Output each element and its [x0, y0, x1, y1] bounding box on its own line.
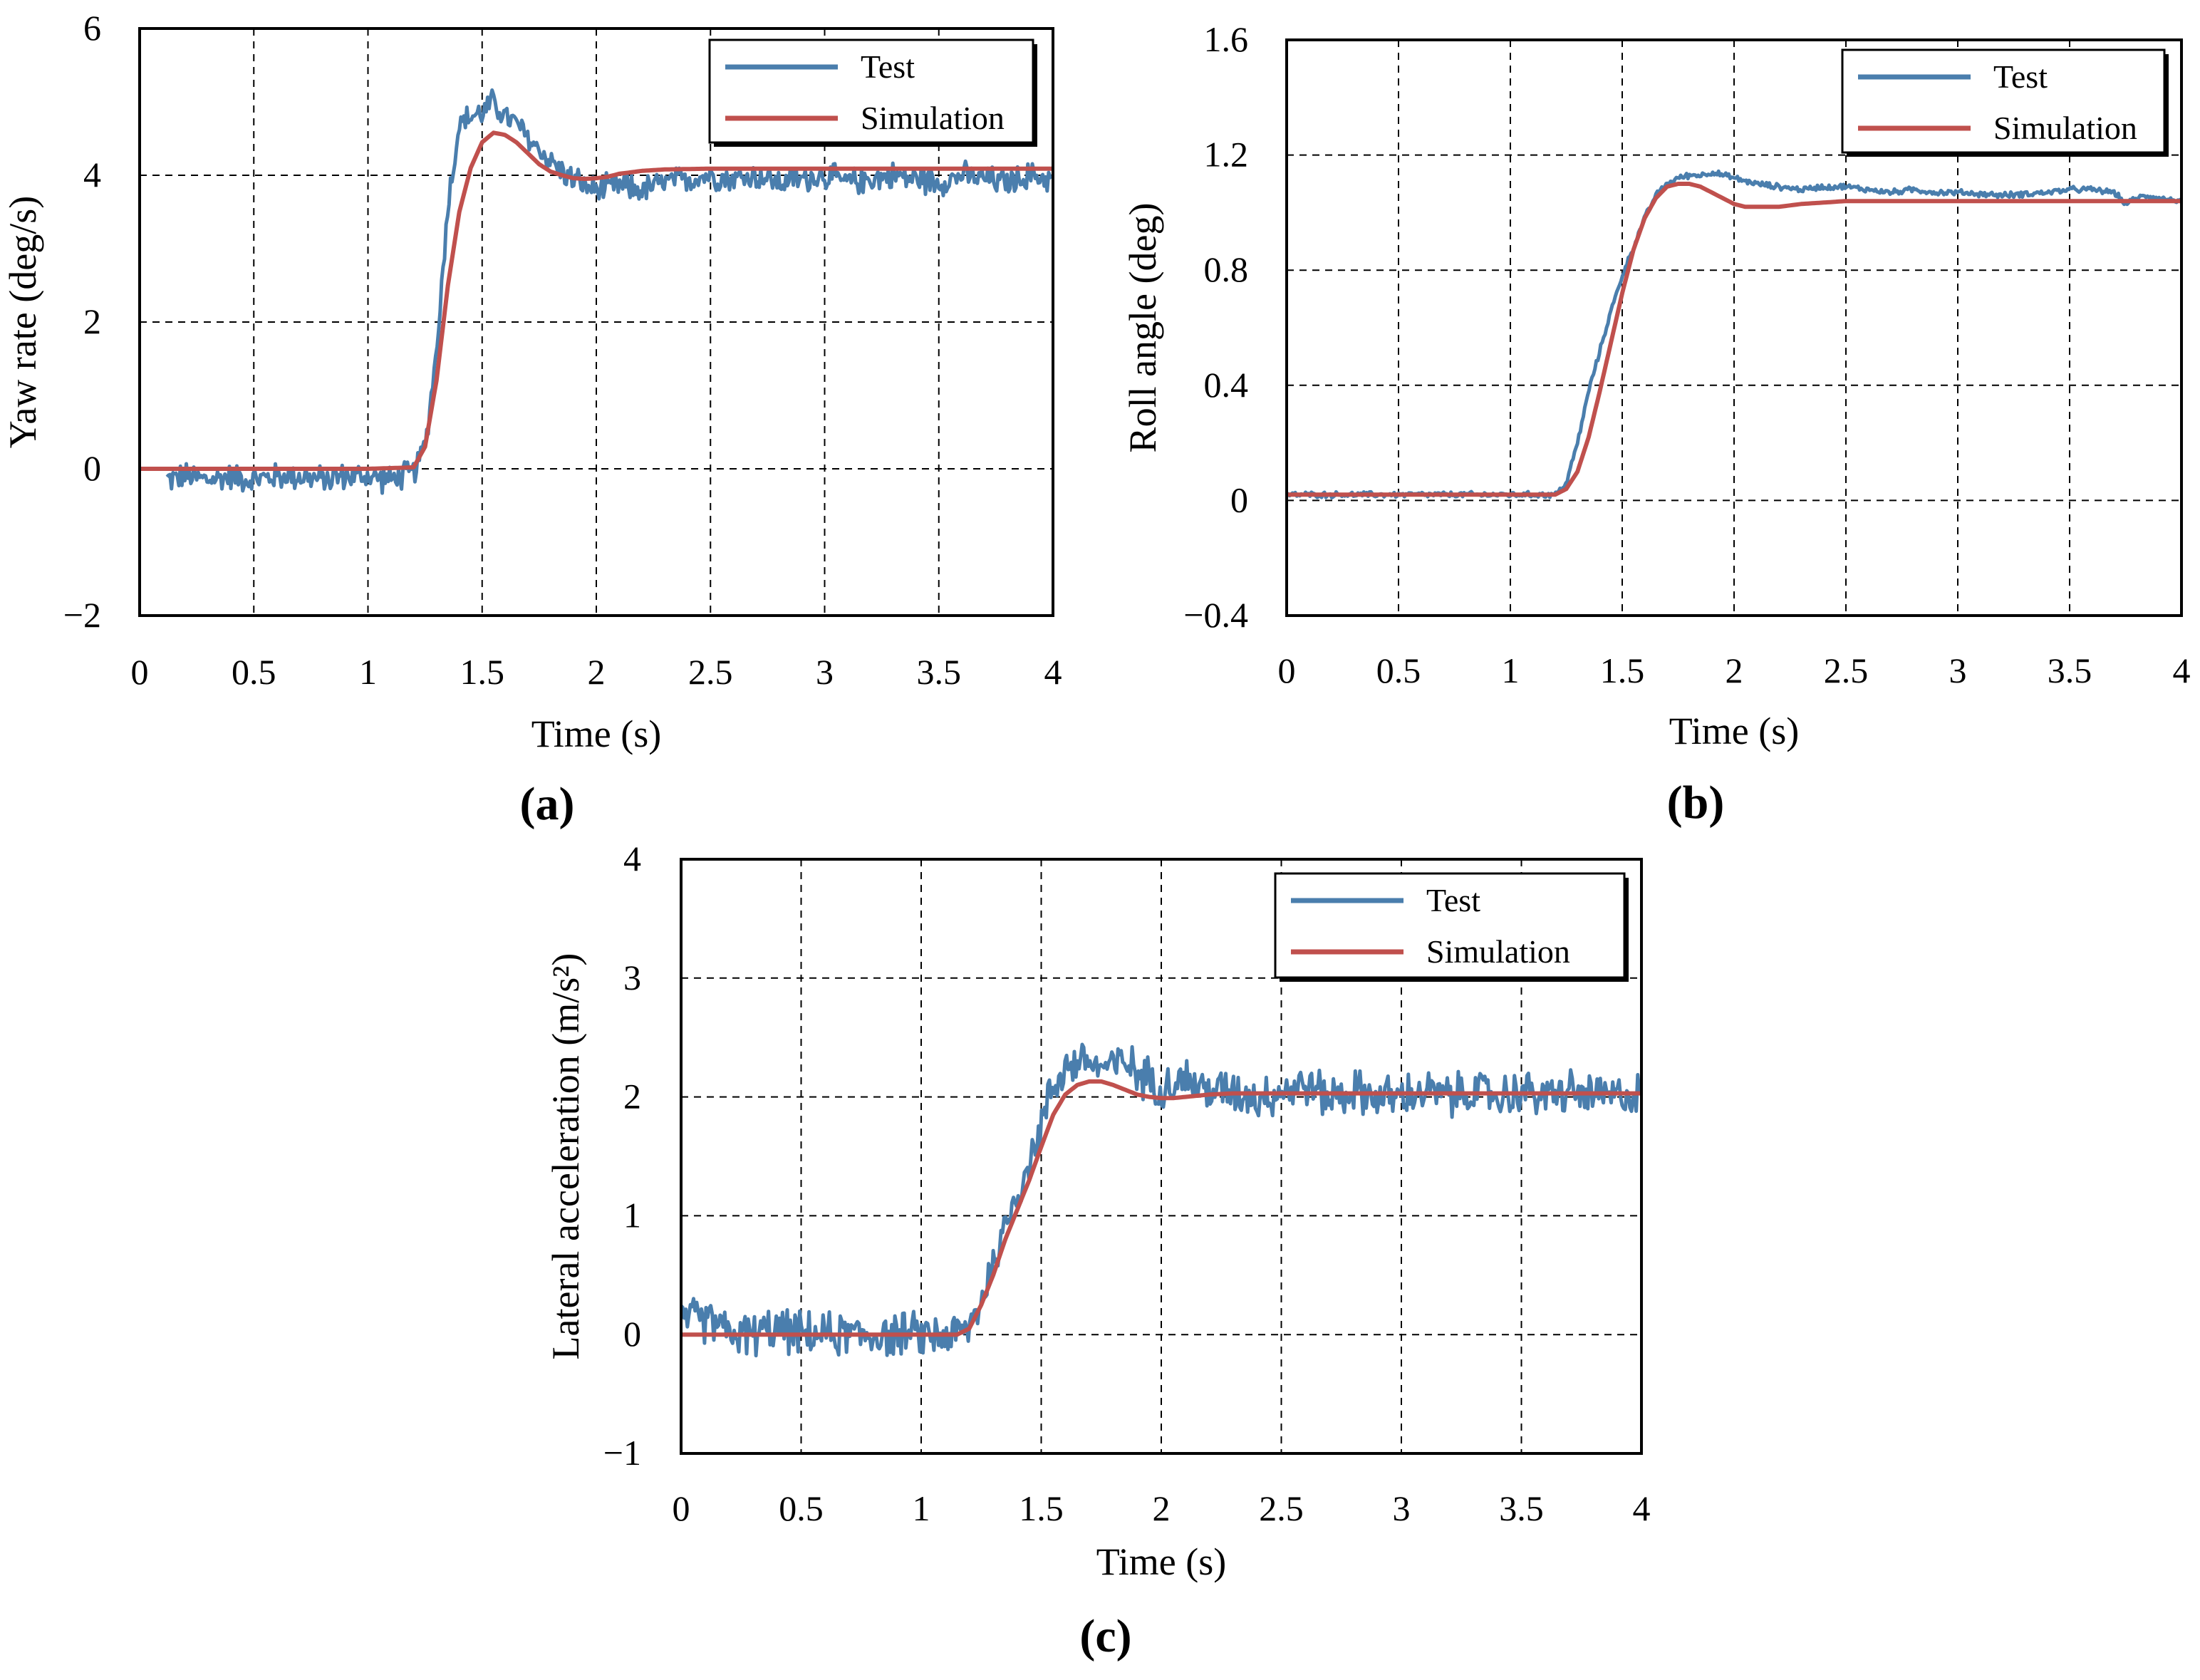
x-tick-label: 3.5 — [2048, 650, 2092, 690]
chart-panel-a: 0 0.5 1 1.5 2 2.5 3 3.5 4 −2 0 2 4 6 Time (s) Yaw rate … — [1, 8, 1062, 830]
x-tick-label: 2 — [588, 652, 606, 692]
series-line-simulation — [140, 130, 1053, 471]
x-tick-label: 2 — [1726, 650, 1743, 690]
plot-frame — [680, 858, 1643, 1455]
legend-label-simulation: Simulation — [1993, 110, 2137, 146]
y-tick-label: 0 — [1230, 479, 1248, 519]
x-tick-label: 1.5 — [1019, 1488, 1064, 1528]
x-tick-label: 1.5 — [460, 652, 505, 692]
chart-panel-c: 0 0.5 1 1.5 2 2.5 3 3.5 4 −1 0 1 2 3 4 Time (s) Lateral … — [544, 839, 1651, 1662]
y-tick-label: −2 — [63, 595, 101, 635]
x-tick-label: 2.5 — [1824, 650, 1869, 690]
x-tick-label: 0.5 — [1376, 650, 1421, 690]
x-tick-label: 3.5 — [1499, 1488, 1544, 1528]
y-axis-label: Lateral acceleration (m/s²) — [544, 953, 587, 1360]
y-tick-label: 4 — [83, 155, 101, 195]
y-tick-label: 0.8 — [1204, 249, 1249, 289]
x-axis-label: Time (s) — [531, 712, 662, 755]
series-line-simulation — [1287, 182, 2181, 497]
y-tick-label: 1.6 — [1204, 19, 1249, 59]
x-tick-label: 3.5 — [917, 652, 962, 692]
y-tick-label: 0.4 — [1204, 365, 1249, 405]
x-tick-label: 2.5 — [688, 652, 733, 692]
y-tick-label: −0.4 — [1183, 595, 1248, 635]
legend-label-test: Test — [1426, 882, 1480, 918]
x-tick-label: 1 — [359, 652, 377, 692]
y-tick-label: 3 — [623, 958, 641, 997]
series-line-simulation — [681, 1079, 1641, 1337]
legend-label-simulation: Simulation — [861, 100, 1005, 136]
legend-box — [708, 38, 1034, 144]
x-tick-label: 2.5 — [1259, 1488, 1304, 1528]
y-axis-label: Roll angle (deg) — [1121, 203, 1164, 453]
x-tick-label: 1 — [1502, 650, 1520, 690]
x-tick-label: 4 — [1633, 1488, 1651, 1528]
x-tick-label: 0.5 — [232, 652, 276, 692]
legend-box — [1274, 872, 1626, 979]
y-axis-label: Yaw rate (deg/s) — [1, 196, 44, 448]
y-tick-label: −1 — [603, 1433, 641, 1473]
y-tick-label: 4 — [623, 839, 641, 878]
y-tick-label: 2 — [623, 1077, 641, 1116]
y-tick-label: 1 — [623, 1195, 641, 1235]
x-tick-label: 1 — [913, 1488, 930, 1528]
legend-label-simulation: Simulation — [1426, 933, 1570, 970]
chart-panel-b: 0 0.5 1 1.5 2 2.5 3 3.5 4 −0.4 0 0.4 0.8 1.2 1.6 Time (… — [1121, 19, 2191, 829]
x-tick-label: 2 — [1153, 1488, 1171, 1528]
legend: Test Simulation — [1841, 48, 2169, 157]
legend: Test Simulation — [708, 38, 1037, 147]
panel-label: (b) — [1667, 777, 1725, 829]
y-tick-label: 6 — [83, 8, 101, 48]
x-tick-label: 4 — [1044, 652, 1062, 692]
panel-label: (c) — [1079, 1610, 1131, 1662]
legend-box — [1841, 48, 2166, 154]
x-axis-label: Time (s) — [1669, 710, 1800, 752]
x-tick-label: 3 — [1949, 650, 1967, 690]
x-tick-label: 4 — [2173, 650, 2191, 690]
x-tick-label: 1.5 — [1600, 650, 1645, 690]
x-tick-label: 0.5 — [779, 1488, 824, 1528]
x-tick-label: 0 — [131, 652, 149, 692]
x-tick-label: 3 — [1393, 1488, 1411, 1528]
legend-label-test: Test — [1993, 58, 2048, 95]
x-tick-label: 3 — [816, 652, 834, 692]
plot-frame — [1285, 38, 2183, 617]
x-axis-label: Time (s) — [1096, 1540, 1227, 1583]
legend: Test Simulation — [1274, 872, 1629, 982]
y-tick-label: 0 — [83, 448, 101, 488]
x-tick-label: 0 — [673, 1488, 690, 1528]
plot-frame — [138, 27, 1054, 617]
legend-label-test: Test — [861, 48, 915, 85]
panel-label: (a) — [520, 778, 575, 830]
y-tick-label: 0 — [623, 1314, 641, 1354]
x-tick-label: 0 — [1278, 650, 1296, 690]
series-line-test — [165, 88, 1053, 495]
y-tick-label: 2 — [83, 301, 101, 341]
y-tick-label: 1.2 — [1204, 135, 1249, 175]
